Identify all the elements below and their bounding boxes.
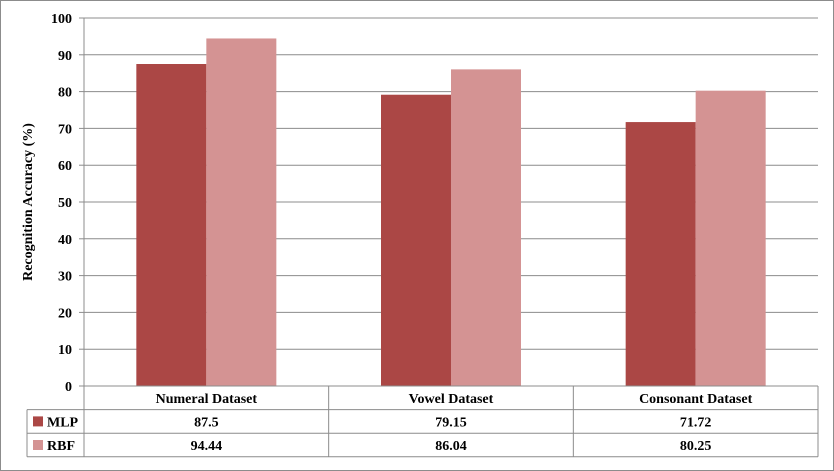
y-tick-label: 90 — [58, 49, 72, 64]
bar-mlp-2 — [381, 94, 451, 386]
y-tick-label: 30 — [58, 270, 72, 285]
y-tick-label: 40 — [58, 233, 72, 248]
y-tick-label: 20 — [58, 306, 72, 321]
y-tick-label: 0 — [65, 380, 72, 395]
bar-rbf-2 — [451, 69, 521, 386]
y-tick-label: 100 — [51, 12, 72, 27]
y-axis-title: Recognition Accuracy (%) — [21, 123, 36, 281]
table-cell-mlp: 71.72 — [680, 415, 712, 430]
table-cell-rbf: 94.44 — [191, 439, 223, 454]
bar-rbf-1 — [206, 38, 277, 386]
y-tick-label: 50 — [58, 196, 72, 211]
y-tick-label: 70 — [58, 122, 72, 137]
table-cell-mlp: 79.15 — [435, 415, 467, 430]
category-label: Consonant Dataset — [639, 392, 753, 407]
bar-rbf-3 — [695, 90, 766, 387]
table-cell-rbf: 86.04 — [435, 439, 467, 454]
category-label: Vowel Dataset — [409, 392, 494, 407]
bar-mlp-3 — [625, 122, 696, 386]
legend-swatch-mlp — [33, 416, 43, 427]
table-cell-rbf: 80.25 — [680, 439, 712, 454]
y-tick-label: 60 — [58, 159, 72, 174]
table-cell-mlp: 87.5 — [194, 415, 219, 430]
axes — [79, 17, 85, 387]
data-table: Numeral Dataset Vowel Dataset Consonant Da… — [26, 385, 819, 458]
y-tick-labels: 0 10 20 30 40 50 60 70 80 90 100 — [51, 12, 72, 395]
legend-label-rbf: RBF — [47, 439, 75, 454]
y-tick-label: 80 — [58, 86, 72, 101]
legend-label-mlp: MLP — [47, 415, 79, 430]
bars — [136, 38, 766, 387]
legend-swatch-rbf — [33, 440, 43, 450]
category-label: Numeral Dataset — [156, 392, 258, 407]
y-tick-label: 10 — [58, 343, 72, 358]
bar-mlp-1 — [136, 64, 207, 386]
